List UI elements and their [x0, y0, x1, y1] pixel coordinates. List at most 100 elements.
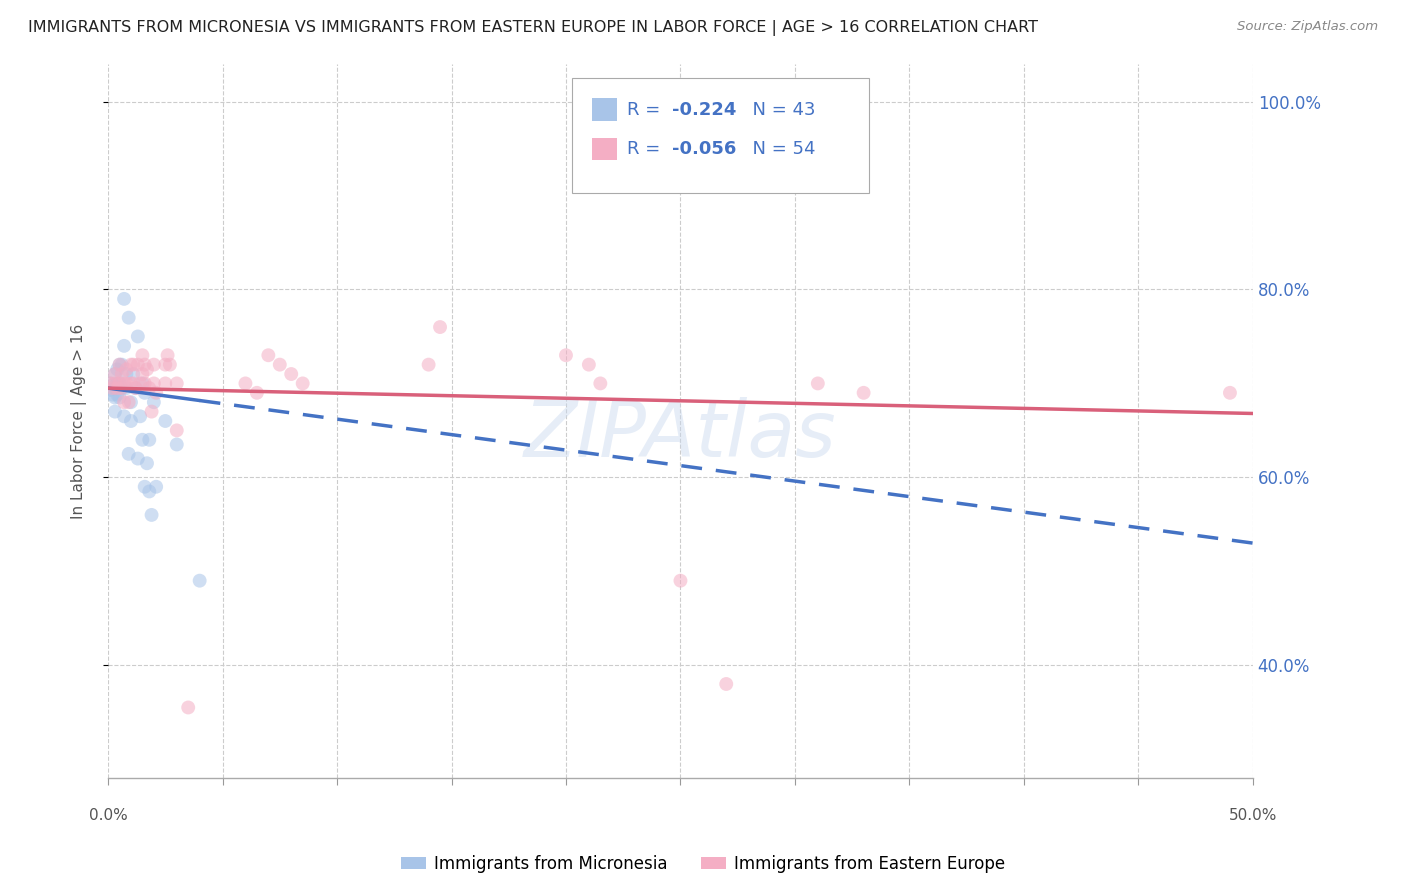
Point [111, 358, 134, 372]
Point [555, 348, 578, 362]
Point [159, 358, 181, 372]
Point [118, 447, 141, 461]
Point [112, 292, 135, 306]
Text: -0.224: -0.224 [672, 101, 737, 119]
Text: Source: ZipAtlas.com: Source: ZipAtlas.com [1237, 20, 1378, 33]
Text: 50.0%: 50.0% [1229, 808, 1277, 823]
Point [418, 358, 440, 372]
Point [166, 376, 188, 391]
Point [155, 376, 177, 391]
Point [669, 574, 692, 588]
Point [112, 376, 135, 391]
Bar [592, 137, 617, 161]
Point [156, 348, 179, 362]
Point [101, 381, 124, 395]
Point [115, 362, 138, 376]
Point [112, 409, 135, 424]
Point [98, 383, 121, 397]
Point [115, 381, 138, 395]
Point [188, 574, 211, 588]
Point [120, 395, 142, 409]
Point [129, 376, 152, 391]
Point [129, 409, 152, 424]
Point [104, 367, 127, 381]
FancyBboxPatch shape [572, 78, 869, 193]
Point [118, 310, 141, 325]
Text: N = 54: N = 54 [741, 140, 815, 158]
Point [122, 367, 145, 381]
Point [589, 376, 612, 391]
Point [104, 381, 127, 395]
Y-axis label: In Labor Force | Age > 16: In Labor Force | Age > 16 [72, 324, 87, 518]
Point [131, 367, 153, 381]
Point [155, 358, 177, 372]
Point [138, 484, 160, 499]
Point [108, 376, 131, 391]
Point [101, 387, 124, 401]
Point [108, 358, 131, 372]
Point [127, 329, 149, 343]
Point [134, 480, 156, 494]
Point [105, 387, 128, 401]
Point [166, 437, 188, 451]
Point [257, 348, 280, 362]
Point [131, 376, 153, 391]
Point [807, 376, 830, 391]
Text: 0.0%: 0.0% [89, 808, 128, 823]
Point [122, 358, 145, 372]
Point [112, 339, 135, 353]
Point [131, 348, 153, 362]
Text: N = 43: N = 43 [741, 101, 815, 119]
Text: ZIPAtlas: ZIPAtlas [524, 397, 837, 474]
Point [134, 385, 156, 400]
Point [291, 376, 314, 391]
Point [177, 700, 200, 714]
Point [98, 376, 121, 391]
Point [716, 677, 738, 691]
Point [124, 381, 146, 395]
Point [120, 358, 142, 372]
Point [138, 381, 160, 395]
Point [108, 391, 131, 405]
Point [105, 376, 128, 391]
Text: R =: R = [627, 101, 665, 119]
Point [578, 358, 600, 372]
Point [246, 385, 269, 400]
Point [122, 376, 145, 391]
Point [280, 367, 302, 381]
Point [142, 395, 165, 409]
Point [115, 367, 138, 381]
Point [104, 376, 127, 391]
Point [120, 376, 142, 391]
Point [141, 508, 163, 522]
Point [155, 414, 177, 428]
Point [104, 367, 127, 381]
Point [134, 358, 156, 372]
Point [111, 381, 134, 395]
Point [111, 381, 134, 395]
Point [108, 376, 131, 391]
Point [98, 376, 121, 391]
Point [1219, 385, 1241, 400]
Point [142, 358, 165, 372]
Point [101, 378, 124, 392]
Point [136, 362, 159, 376]
Point [166, 423, 188, 437]
Point [104, 404, 127, 418]
Point [429, 320, 451, 334]
Point [269, 358, 291, 372]
Point [120, 414, 142, 428]
Point [115, 376, 138, 391]
Point [111, 367, 134, 381]
Bar [592, 98, 617, 121]
Point [141, 404, 163, 418]
Text: IMMIGRANTS FROM MICRONESIA VS IMMIGRANTS FROM EASTERN EUROPE IN LABOR FORCE | AG: IMMIGRANTS FROM MICRONESIA VS IMMIGRANTS… [28, 20, 1038, 36]
Point [142, 376, 165, 391]
Point [127, 358, 149, 372]
Point [131, 433, 153, 447]
Point [108, 358, 131, 372]
Point [127, 451, 149, 466]
Point [112, 395, 135, 409]
Point [235, 376, 257, 391]
Text: -0.056: -0.056 [672, 140, 737, 158]
